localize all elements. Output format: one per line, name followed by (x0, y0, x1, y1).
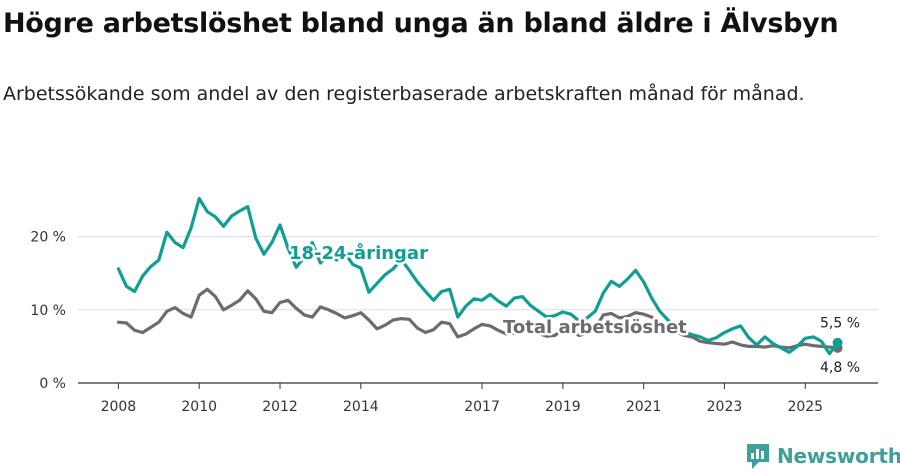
x-tick-label-2019: 2019 (545, 399, 581, 415)
y-tick-label-10: 10 % (30, 303, 66, 319)
x-tick-label-2025: 2025 (787, 399, 823, 415)
chart-subtitle: Arbetssökande som andel av den registerb… (3, 83, 805, 105)
x-tick-label-2023: 2023 (707, 399, 743, 415)
series-end-point-youth (832, 337, 843, 348)
series-line-total (116, 287, 840, 350)
y-tick-label-20: 20 % (30, 230, 66, 246)
x-tick-label-2012: 2012 (262, 399, 298, 415)
x-tick-label-2008: 2008 (101, 399, 137, 415)
chart-title: Högre arbetslöshet bland unga än bland ä… (3, 8, 839, 39)
end-label-youth: 5,5 % (820, 316, 860, 332)
x-axis-tick-labels: 2008 2010 2012 2014 2017 2019 2021 2023 2025 (101, 383, 823, 415)
series-label-total: Total arbetslöshet (503, 317, 687, 338)
end-label-total: 4,8 % (820, 360, 860, 376)
newsworthy-logo: Newsworthy (745, 441, 900, 471)
line-chart: 0 % 10 % 20 % 2008 2010 2012 2014 2017 2019 2021… (30, 196, 878, 415)
x-tick-label-2017: 2017 (464, 399, 500, 415)
series-label-youth: 18-24-åringar (289, 242, 428, 264)
x-tick-label-2010: 2010 (181, 399, 217, 415)
series-line-youth (116, 196, 840, 356)
x-tick-label-2021: 2021 (626, 399, 662, 415)
newsworthy-logo-icon (747, 444, 769, 469)
brand-name: Newsworthy (777, 444, 900, 468)
label-layer: 18-24-åringar Total arbetslöshet 5,5 % 4,8 … (287, 240, 863, 379)
grid-layer (78, 236, 878, 384)
y-tick-label-0: 0 % (39, 376, 66, 392)
series-layer (116, 196, 843, 356)
x-tick-label-2014: 2014 (343, 399, 379, 415)
y-axis-tick-labels: 0 % 10 % 20 % (30, 230, 66, 392)
